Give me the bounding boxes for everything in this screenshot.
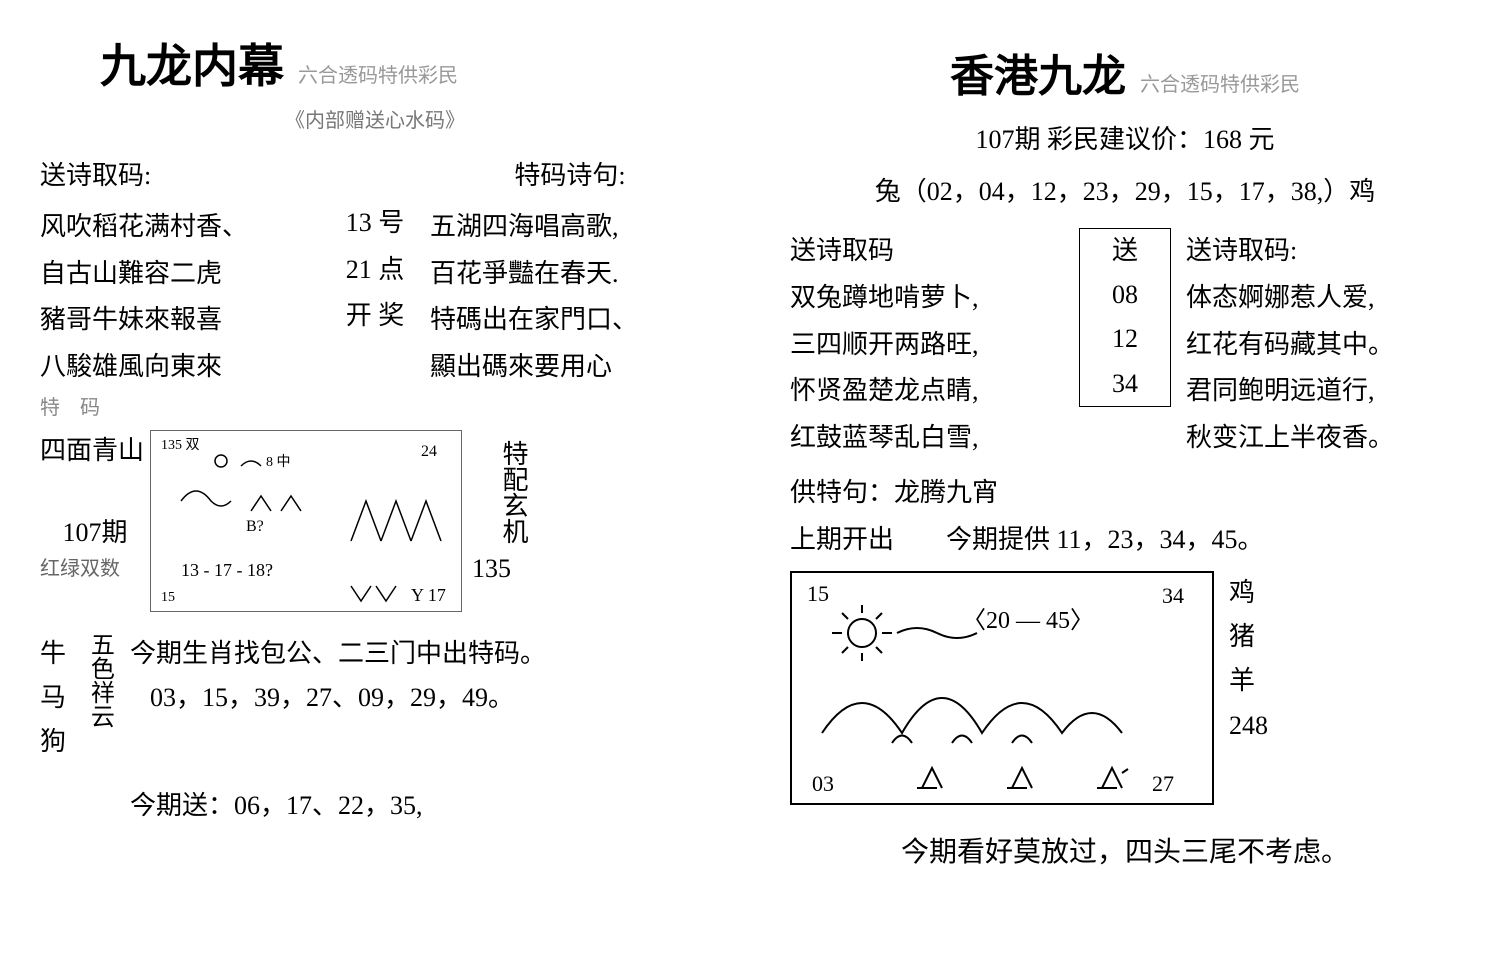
poem-right-header: 特码诗句:	[430, 153, 710, 200]
mid-box-item: 12	[1080, 317, 1170, 361]
right-prev: 上期开出 今期提供 11，23，34，45。	[790, 519, 1460, 556]
poem-left-line: 八駿雄風向東來	[40, 344, 320, 391]
left-title-sub: 六合透码特供彩民	[298, 65, 458, 87]
r-draw-label: 248	[1229, 704, 1268, 748]
svg-text:B?: B?	[246, 518, 264, 535]
animal: 牛	[40, 632, 66, 676]
left-drawing-row: 四面青山 107期 红绿双数 135 双 8 中 24 B?	[40, 430, 710, 612]
poem-mid-line: 21 点	[320, 247, 430, 294]
right-sketch: 15 34 〈20 — 45〉 03	[790, 571, 1214, 805]
sketch-br: 27	[1152, 771, 1174, 796]
poem-left-line: 豬哥牛妹來報喜	[40, 297, 320, 344]
right-special: 供特句：龙腾九宵	[790, 472, 1460, 509]
right-panel: 香港九龙 六合透码特供彩民 107期 彩民建议价：168 元 兔（02，04，1…	[750, 0, 1500, 977]
poem-mid-line: 开 奖	[320, 293, 430, 340]
right-drawing-row: 15 34 〈20 — 45〉 03	[790, 571, 1460, 805]
drawing-right-num: 135	[472, 554, 532, 584]
side-bottom: 红绿双数	[40, 553, 150, 585]
poem-right-line: 百花爭豔在春天.	[430, 251, 710, 298]
svg-text:15: 15	[161, 590, 175, 605]
r-poem-left-line: 双兔蹲地啃萝卜,	[790, 275, 1064, 322]
mid-box-item: 34	[1080, 362, 1170, 406]
svg-text:13 - 17 - 18?: 13 - 17 - 18?	[181, 560, 273, 580]
left-send: 今期送：06，17、22，35,	[130, 785, 710, 822]
svg-text:Y 17: Y 17	[411, 585, 446, 605]
animals-col2: 五色祥云	[79, 632, 120, 728]
sketch-bl: 03	[812, 771, 834, 796]
left-bottom-row: 牛 马 狗 五色祥云 今期生肖找包公、二三门中出特码。 03，15，39，27、…	[40, 632, 710, 765]
r-draw-label: 羊	[1229, 659, 1268, 703]
r-draw-label: 鸡	[1229, 571, 1268, 615]
poem-right-line: 特碼出在家門口、	[430, 297, 710, 344]
right-price: 107期 彩民建议价：168 元	[790, 119, 1460, 156]
sketch-tl: 15	[807, 581, 829, 606]
animal: 马	[40, 676, 66, 720]
r-poem-right-header: 送诗取码:	[1186, 228, 1460, 275]
right-nums: 兔（02，04，12，23，29，15，17，38,）鸡	[790, 171, 1460, 208]
right-poem: 送诗取码 双兔蹲地啃萝卜, 三四顺开两路旺, 怀贤盈楚龙点睛, 红鼓蓝琴乱白雪,…	[790, 228, 1460, 462]
side-top: 四面青山	[40, 430, 150, 472]
left-panel: 九龙内幕 六合透码特供彩民 《内部赠送心水码》 送诗取码: 风吹稻花满村香、 自…	[0, 0, 750, 977]
poem-left-header: 送诗取码:	[40, 153, 320, 200]
animal: 狗	[40, 720, 66, 764]
hint-line: 03，15，39，27、09，29，49。	[150, 676, 710, 720]
r-poem-right-line: 红花有码藏其中。	[1186, 322, 1460, 369]
left-title: 九龙内幕	[100, 30, 284, 96]
drawing-right-vert: 特配玄机	[472, 430, 532, 544]
svg-text:8 中: 8 中	[266, 454, 291, 470]
r-poem-left-line: 怀贤盈楚龙点睛,	[790, 368, 1064, 415]
right-title-sub: 六合透码特供彩民	[1140, 74, 1300, 96]
poem-left-line: 风吹稻花满村香、	[40, 204, 320, 251]
svg-text:24: 24	[421, 443, 437, 460]
mid-box-item: 08	[1080, 273, 1170, 317]
r-poem-left-header: 送诗取码	[790, 228, 1064, 275]
poem-right-line: 顯出碼來要用心	[430, 344, 710, 391]
mid-box: 送 08 12 34	[1079, 228, 1171, 407]
right-bottom: 今期看好莫放过，四头三尾不考虑。	[790, 830, 1460, 870]
poem-left-line: 自古山難容二虎	[40, 251, 320, 298]
left-subtitle: 《内部赠送心水码》	[40, 104, 710, 133]
right-drawing-labels: 鸡 猪 羊 248	[1229, 571, 1268, 805]
poem-mid-line: 13 号	[320, 200, 430, 247]
r-poem-left-line: 红鼓蓝琴乱白雪,	[790, 415, 1064, 462]
r-draw-label: 猪	[1229, 615, 1268, 659]
sketch-tr: 34	[1162, 583, 1184, 608]
r-poem-left-line: 三四顺开两路旺,	[790, 322, 1064, 369]
mid-box-item: 送	[1080, 229, 1170, 273]
left-poem: 送诗取码: 风吹稻花满村香、 自古山難容二虎 豬哥牛妹來報喜 八駿雄風向東來 1…	[40, 153, 710, 391]
poem-right-line: 五湖四海唱高歌,	[430, 204, 710, 251]
r-poem-right-line: 秋变江上半夜香。	[1186, 415, 1460, 462]
right-title: 香港九龙	[950, 40, 1126, 104]
hint-line: 今期生肖找包公、二三门中出特码。	[130, 632, 710, 676]
svg-text:135 双: 135 双	[161, 437, 200, 453]
r-poem-right-line: 体态婀娜惹人爱,	[1186, 275, 1460, 322]
side-period: 107期	[40, 512, 150, 554]
sketch-mid: 〈20 — 45〉	[962, 608, 1094, 634]
left-sketch: 135 双 8 中 24 B? 13 - 17 - 18? Y 17 15	[150, 430, 462, 612]
r-poem-right-line: 君同鲍明远道行,	[1186, 368, 1460, 415]
faint-label: 特 码	[40, 391, 710, 420]
